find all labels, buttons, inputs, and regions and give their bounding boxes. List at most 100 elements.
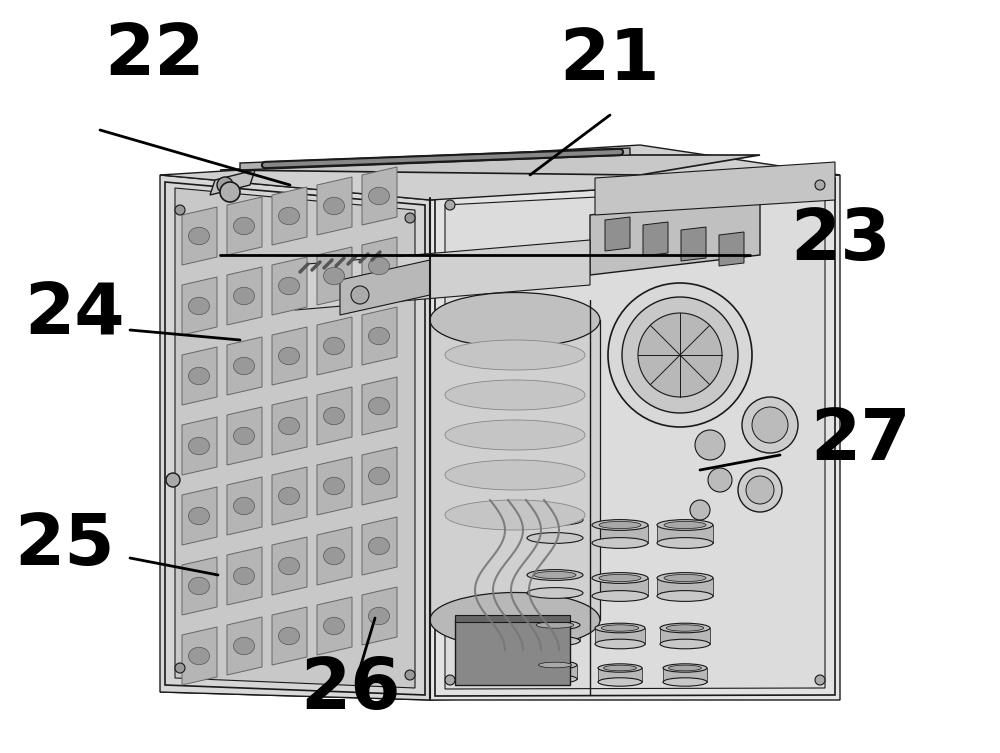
Polygon shape <box>227 337 262 395</box>
Ellipse shape <box>530 636 580 646</box>
Polygon shape <box>317 457 352 515</box>
Circle shape <box>405 213 415 223</box>
Ellipse shape <box>324 477 344 495</box>
Ellipse shape <box>592 538 648 548</box>
Ellipse shape <box>278 347 300 364</box>
Bar <box>657 578 713 596</box>
Ellipse shape <box>657 572 713 584</box>
Polygon shape <box>182 557 217 615</box>
Ellipse shape <box>188 508 210 525</box>
Polygon shape <box>590 195 760 275</box>
Polygon shape <box>227 197 262 255</box>
Polygon shape <box>240 148 630 170</box>
Polygon shape <box>227 407 262 465</box>
Ellipse shape <box>324 337 344 355</box>
Polygon shape <box>182 347 217 405</box>
Ellipse shape <box>660 639 710 649</box>
Polygon shape <box>681 227 706 261</box>
Polygon shape <box>719 232 744 266</box>
Ellipse shape <box>368 398 390 415</box>
Ellipse shape <box>599 575 641 581</box>
Ellipse shape <box>527 587 583 599</box>
Polygon shape <box>362 447 397 505</box>
Ellipse shape <box>595 639 645 649</box>
Circle shape <box>445 200 455 210</box>
Polygon shape <box>317 177 352 235</box>
Ellipse shape <box>188 367 210 385</box>
Ellipse shape <box>536 622 574 628</box>
Circle shape <box>742 397 798 453</box>
Polygon shape <box>165 182 425 695</box>
Ellipse shape <box>527 532 583 544</box>
Ellipse shape <box>188 227 210 245</box>
Polygon shape <box>455 620 570 685</box>
Ellipse shape <box>534 572 576 578</box>
Ellipse shape <box>278 487 300 505</box>
Ellipse shape <box>188 437 210 455</box>
Circle shape <box>622 297 738 413</box>
Bar <box>530 625 580 641</box>
Polygon shape <box>182 487 217 545</box>
Polygon shape <box>435 178 835 696</box>
Polygon shape <box>605 217 630 251</box>
Bar <box>660 628 710 644</box>
Bar <box>657 525 713 543</box>
Ellipse shape <box>668 665 702 671</box>
Polygon shape <box>182 207 217 265</box>
Ellipse shape <box>534 517 576 523</box>
Ellipse shape <box>368 328 390 345</box>
Circle shape <box>815 180 825 190</box>
Polygon shape <box>340 260 430 315</box>
Polygon shape <box>317 317 352 375</box>
Ellipse shape <box>666 625 704 631</box>
Bar <box>592 578 648 596</box>
Ellipse shape <box>234 357 254 375</box>
Ellipse shape <box>278 417 300 434</box>
Ellipse shape <box>592 590 648 602</box>
Text: 25: 25 <box>15 511 115 580</box>
Ellipse shape <box>598 664 642 672</box>
Ellipse shape <box>445 340 585 370</box>
Ellipse shape <box>445 420 585 450</box>
Polygon shape <box>455 615 570 622</box>
Polygon shape <box>272 257 307 315</box>
Ellipse shape <box>324 267 344 285</box>
Ellipse shape <box>657 590 713 602</box>
Ellipse shape <box>604 665 637 671</box>
Polygon shape <box>595 162 835 215</box>
Polygon shape <box>643 222 668 256</box>
Ellipse shape <box>599 521 641 529</box>
Polygon shape <box>210 170 255 195</box>
Ellipse shape <box>663 664 707 672</box>
Polygon shape <box>160 175 430 700</box>
Circle shape <box>217 177 233 193</box>
Bar <box>592 525 648 543</box>
Text: 24: 24 <box>25 281 125 349</box>
Bar <box>527 520 583 538</box>
Ellipse shape <box>324 197 344 215</box>
Polygon shape <box>272 187 307 245</box>
Polygon shape <box>272 537 307 595</box>
Ellipse shape <box>368 468 390 485</box>
Ellipse shape <box>663 678 707 686</box>
Polygon shape <box>317 247 352 305</box>
Ellipse shape <box>445 500 585 530</box>
Circle shape <box>695 430 725 460</box>
Polygon shape <box>272 467 307 525</box>
Ellipse shape <box>234 567 254 585</box>
Ellipse shape <box>324 617 344 635</box>
Polygon shape <box>182 417 217 475</box>
Circle shape <box>405 670 415 680</box>
Ellipse shape <box>598 678 642 686</box>
Circle shape <box>638 313 722 397</box>
Circle shape <box>752 407 788 443</box>
Polygon shape <box>317 597 352 655</box>
Polygon shape <box>182 627 217 685</box>
Circle shape <box>175 663 185 673</box>
Ellipse shape <box>533 661 577 669</box>
Circle shape <box>220 182 240 202</box>
Ellipse shape <box>530 620 580 630</box>
Ellipse shape <box>278 277 300 294</box>
Ellipse shape <box>368 258 390 275</box>
Ellipse shape <box>657 538 713 548</box>
